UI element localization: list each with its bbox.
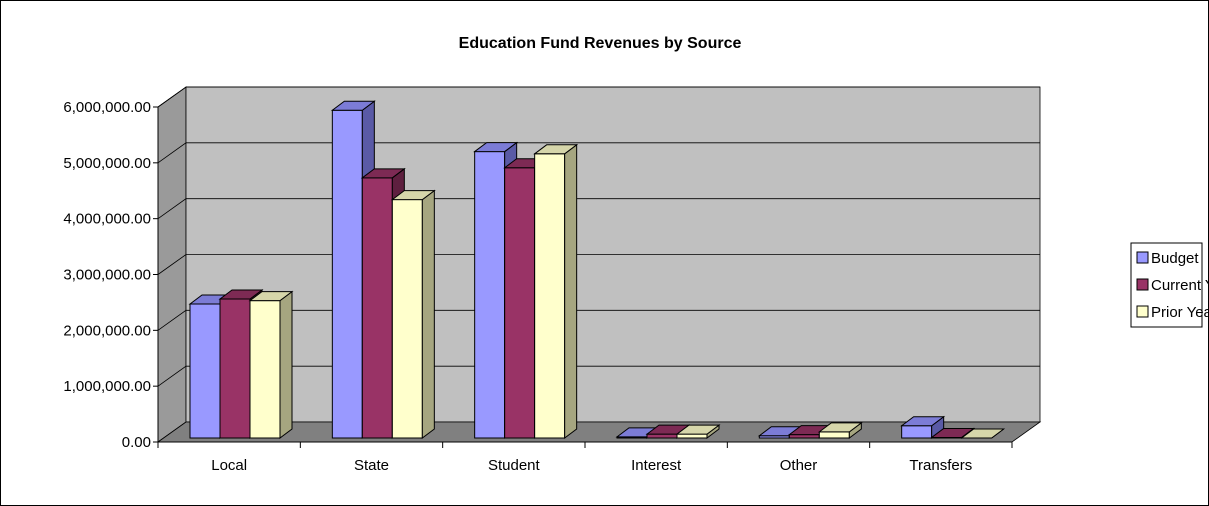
legend: Budget Current Year Prior Year: [1131, 243, 1209, 327]
x-tick-label: Interest: [631, 457, 682, 474]
legend-swatch: [1137, 279, 1148, 290]
y-tick-label: 2,000,000.00: [63, 322, 151, 339]
bar-prior-year-local: [250, 292, 292, 438]
x-tick-label: Transfers: [909, 457, 972, 474]
legend-swatch: [1137, 252, 1148, 263]
legend-entry: Budget: [1151, 250, 1199, 267]
legend-swatch: [1137, 306, 1148, 317]
bar-prior-year-state: [392, 191, 434, 438]
x-tick-label: Other: [780, 457, 818, 474]
y-tick-label: 6,000,000.00: [63, 99, 151, 116]
y-tick-label: 1,000,000.00: [63, 378, 151, 395]
legend-entry: Current Year: [1151, 277, 1209, 294]
y-tick-label: 3,000,000.00: [63, 267, 151, 284]
legend-entry: Prior Year: [1151, 304, 1209, 321]
y-tick-label: 4,000,000.00: [63, 211, 151, 228]
bar-prior-year-student: [535, 145, 577, 438]
x-tick-label: State: [354, 457, 389, 474]
y-tick-label: 0.00: [122, 434, 151, 451]
chart-title: Education Fund Revenues by Source: [459, 35, 742, 52]
x-tick-label: Student: [488, 457, 541, 474]
x-tick-label: Local: [211, 457, 247, 474]
y-tick-label: 5,000,000.00: [63, 155, 151, 172]
